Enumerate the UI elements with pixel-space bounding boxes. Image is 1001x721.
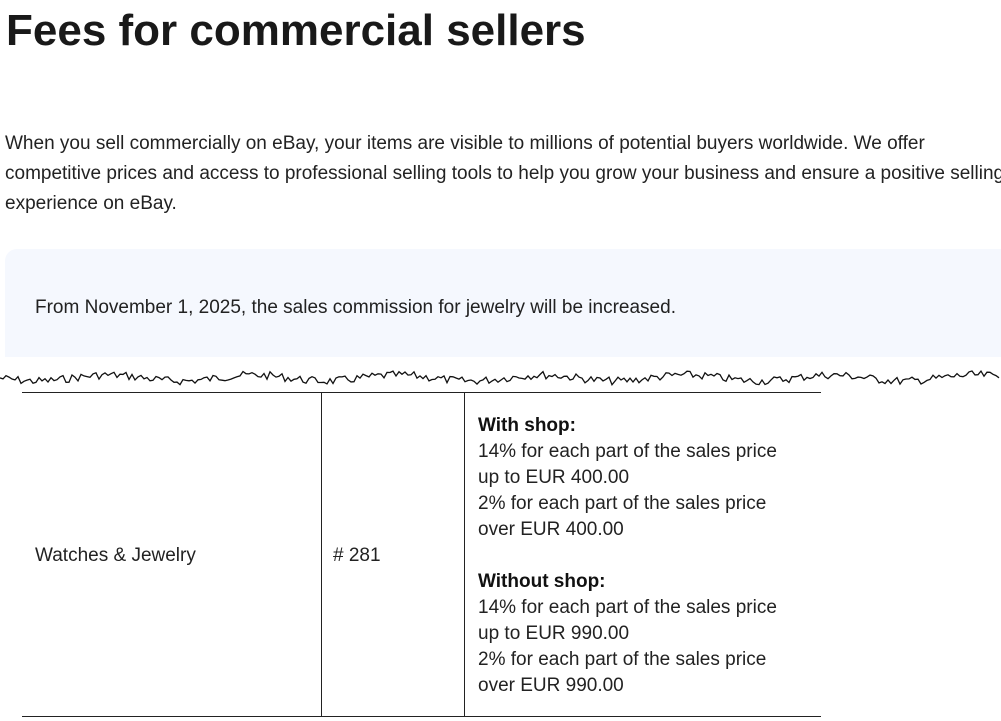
table-bottom-border bbox=[22, 716, 821, 717]
column-divider bbox=[464, 392, 465, 716]
fee-line: up to EUR 400.00 bbox=[478, 467, 630, 488]
without-shop-heading: Without shop: bbox=[478, 571, 606, 592]
fee-line: 2% for each part of the sales price bbox=[478, 649, 767, 670]
fee-line: 14% for each part of the sales price bbox=[478, 441, 777, 462]
notice-text: From November 1, 2025, the sales commiss… bbox=[35, 297, 676, 318]
fee-line: 2% for each part of the sales price bbox=[478, 493, 767, 514]
table-top-border bbox=[22, 392, 821, 393]
fee-line: over EUR 990.00 bbox=[478, 675, 624, 696]
fees-cell: With shop: 14% for each part of the sale… bbox=[478, 413, 777, 699]
intro-paragraph: When you sell commercially on eBay, your… bbox=[5, 133, 1001, 214]
page-title: Fees for commercial sellers bbox=[6, 6, 586, 55]
torn-edge bbox=[0, 369, 1000, 386]
category-number-cell: # 281 bbox=[333, 545, 381, 566]
fee-line: up to EUR 990.00 bbox=[478, 623, 630, 644]
with-shop-heading: With shop: bbox=[478, 415, 576, 436]
category-cell: Watches & Jewelry bbox=[35, 545, 196, 566]
notice-box: From November 1, 2025, the sales commiss… bbox=[5, 249, 1001, 357]
fee-line: 14% for each part of the sales price bbox=[478, 597, 777, 618]
column-divider bbox=[321, 392, 322, 716]
fee-line: over EUR 400.00 bbox=[478, 519, 624, 540]
